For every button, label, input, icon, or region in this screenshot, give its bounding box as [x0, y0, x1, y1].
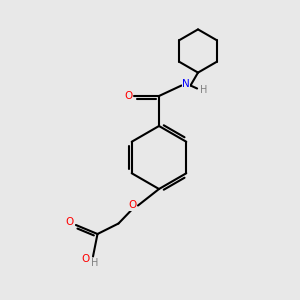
Text: O: O [128, 200, 137, 211]
Text: O: O [81, 254, 90, 265]
Text: O: O [124, 91, 132, 101]
Text: H: H [91, 258, 98, 268]
Text: O: O [66, 217, 74, 227]
Text: N: N [182, 79, 190, 89]
Text: H: H [200, 85, 207, 95]
